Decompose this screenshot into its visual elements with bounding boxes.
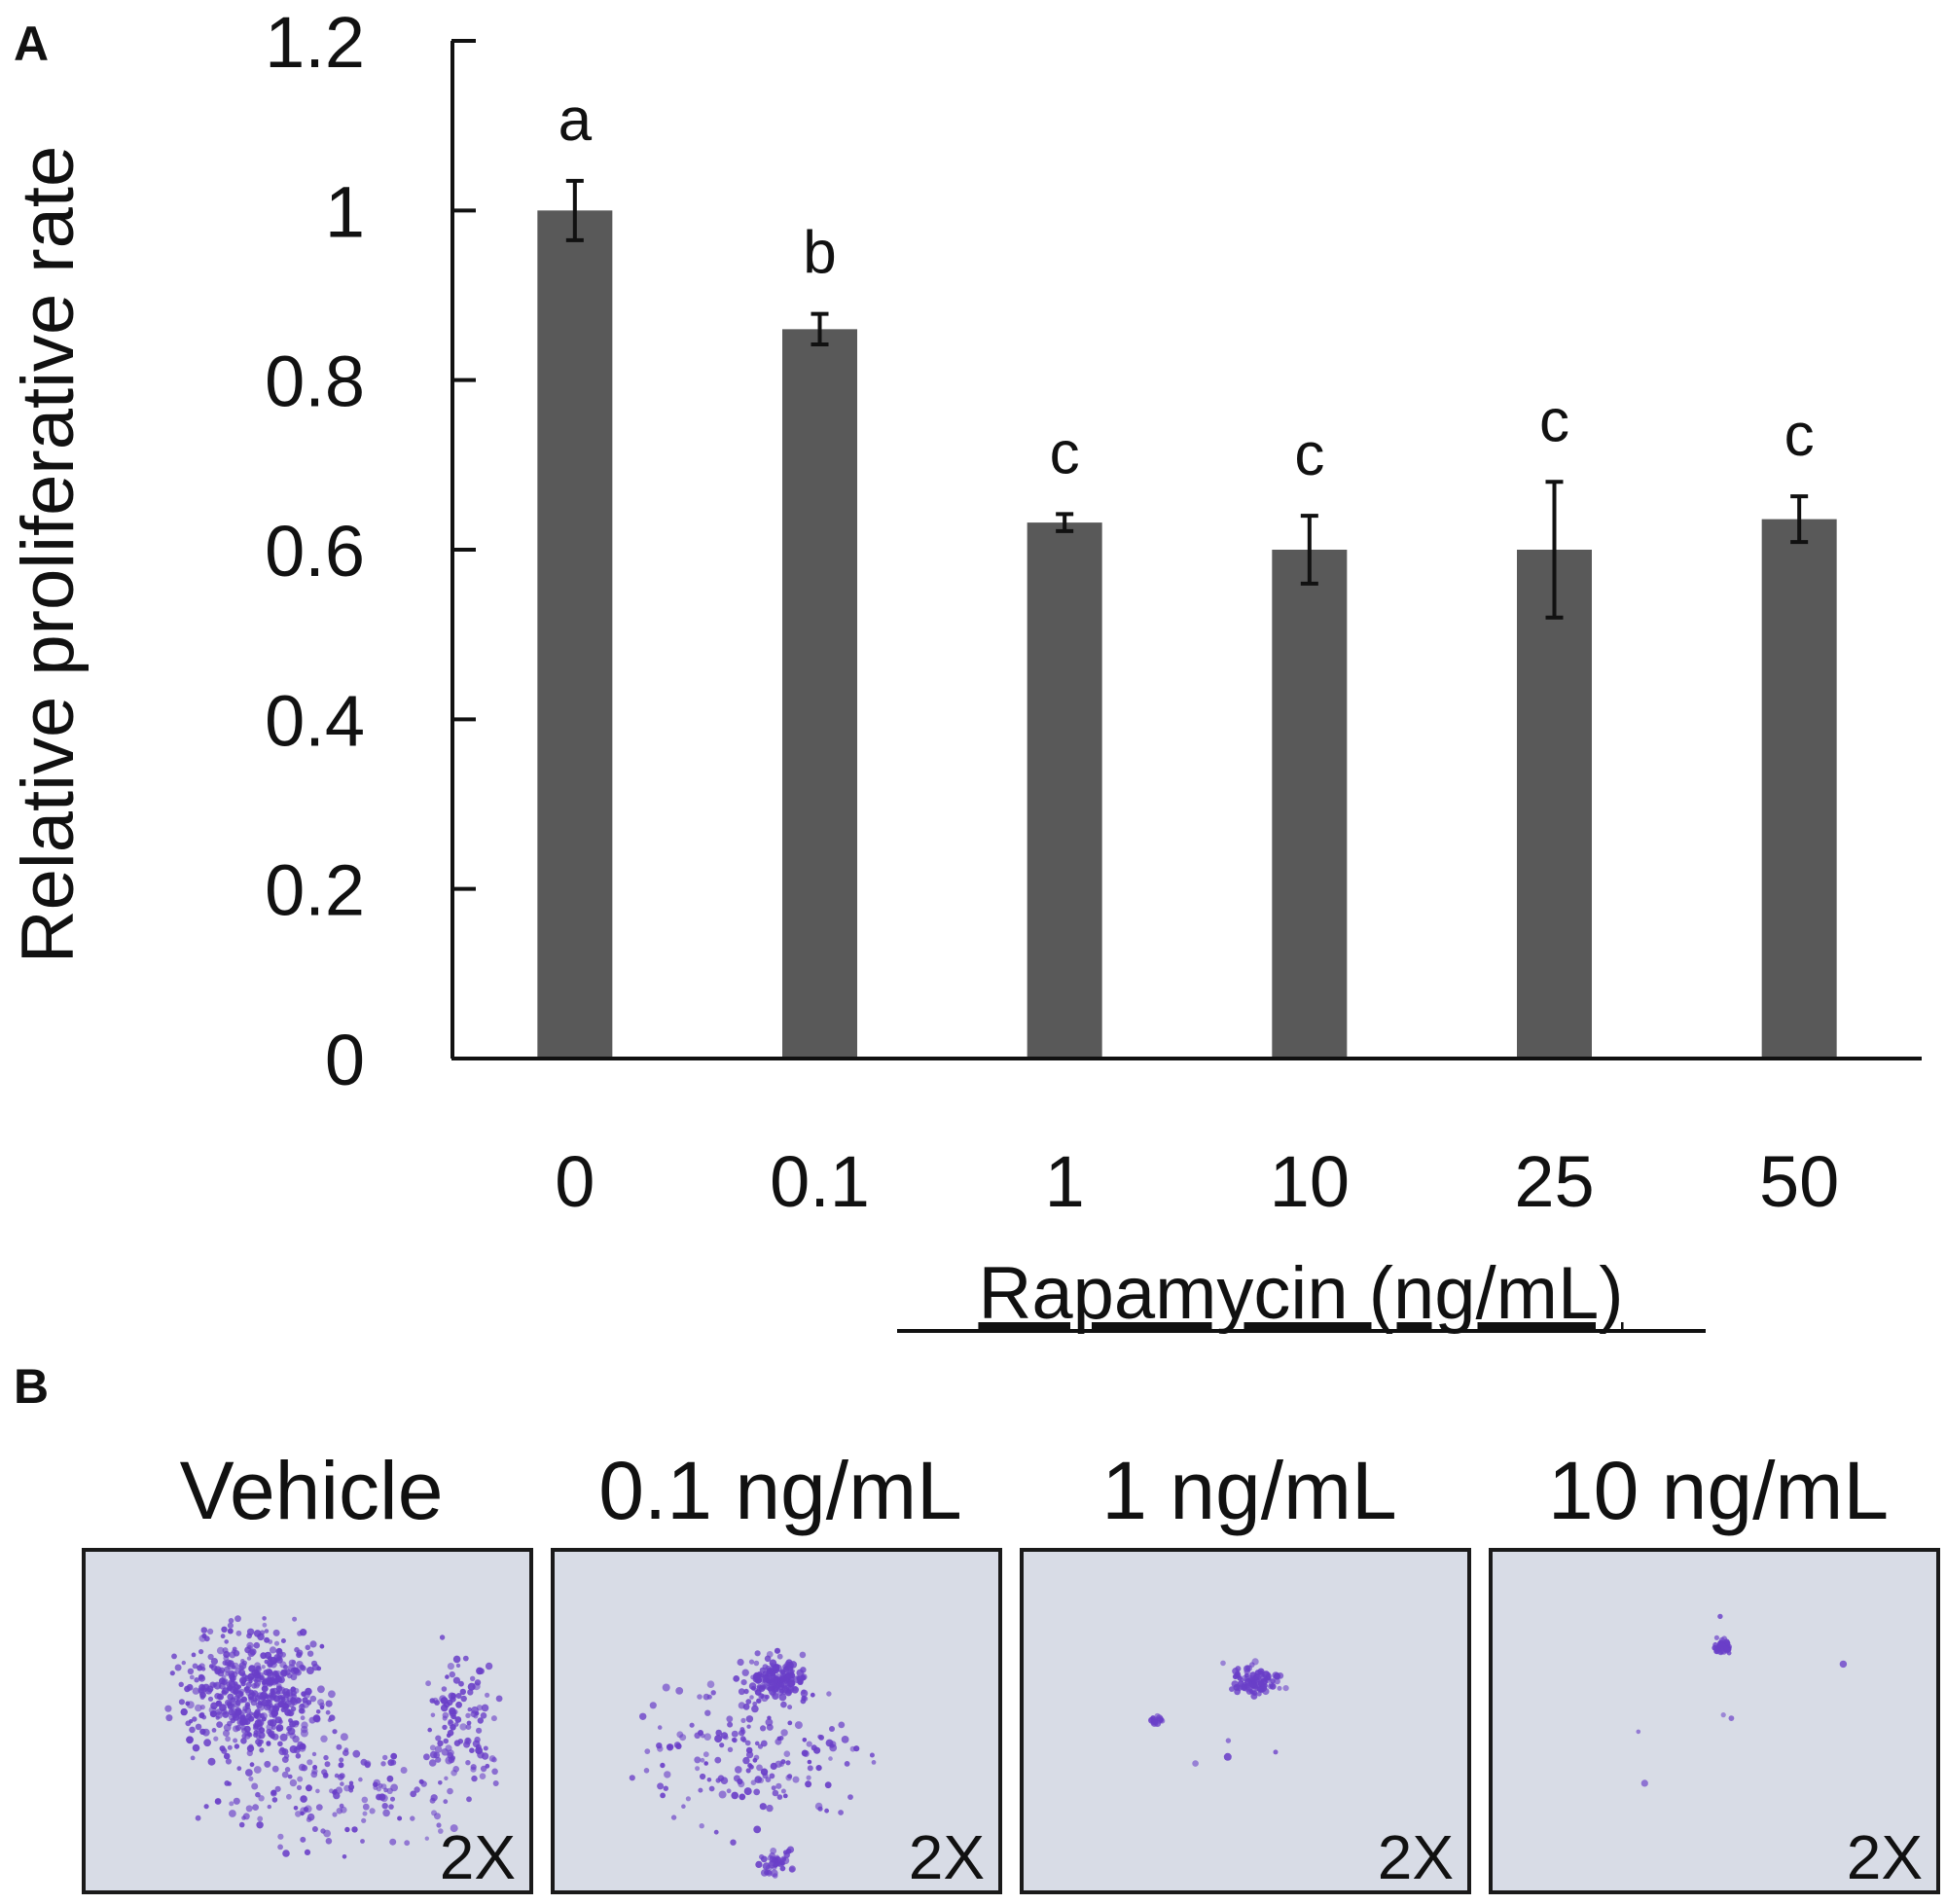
micrograph-title: 0.1 ng/mL	[598, 1445, 962, 1536]
bar	[537, 210, 613, 1060]
x-tick-label: 1	[1045, 1141, 1085, 1222]
bar	[1027, 522, 1102, 1059]
micrograph-image: 2X	[1020, 1548, 1471, 1894]
y-tick-label: 0.2	[265, 850, 365, 931]
micrograph-cells	[1493, 1552, 1936, 1890]
panel-label-a: A	[14, 17, 50, 71]
significance-letter: c	[1539, 387, 1569, 454]
magnification-label: 2X	[1846, 1822, 1923, 1892]
x-tick-label: 50	[1759, 1141, 1839, 1222]
y-axis-label: Relative proliferative rate	[7, 146, 90, 964]
x-tick-label: 25	[1514, 1141, 1594, 1222]
micrograph-background	[1024, 1552, 1467, 1890]
bar	[1761, 519, 1837, 1059]
stained-cells	[629, 1647, 877, 1879]
micrograph-cells	[555, 1552, 998, 1890]
significance-letter: c	[1784, 402, 1815, 469]
y-tick-label: 0.4	[265, 680, 365, 761]
micrograph-background	[555, 1552, 998, 1890]
stained-cells	[164, 1615, 503, 1859]
x-tick-label: 0	[555, 1141, 595, 1222]
stained-cells	[1636, 1613, 1848, 1787]
magnification-label: 2X	[439, 1822, 516, 1892]
micrograph-image: 2X	[1489, 1548, 1940, 1894]
y-tick-label: 0	[325, 1020, 365, 1100]
bar	[1517, 550, 1592, 1059]
significance-letter: a	[559, 87, 593, 154]
micrograph-title: 1 ng/mL	[1101, 1445, 1397, 1536]
y-tick-label: 0.8	[265, 341, 365, 422]
bar	[782, 329, 857, 1059]
stained-cells	[1148, 1658, 1289, 1767]
significance-letter: c	[1294, 421, 1324, 488]
micrograph-title: Vehicle	[179, 1445, 444, 1536]
x-tick-label: 0.1	[770, 1141, 870, 1222]
bar-chart: 0 0.2 0.4 0.6 0.8 1 1.2 a 0 b 0.1 c 1 c 10 c 25 c 50 Relat…	[7, 2, 1922, 1335]
y-tick-label: 0.6	[265, 511, 365, 592]
significance-letter: b	[803, 220, 836, 287]
bar	[1272, 550, 1348, 1059]
magnification-label: 2X	[1377, 1822, 1454, 1892]
y-tick-label: 1.2	[265, 2, 365, 83]
micrograph-image: 2X	[82, 1548, 533, 1894]
y-tick-label: 1	[325, 171, 365, 252]
panel-label-b: B	[14, 1359, 50, 1414]
micrograph-image: 2X	[551, 1548, 1002, 1894]
x-axis-label: Rapamycin (ng/mL)	[978, 1252, 1623, 1335]
magnification-label: 2X	[908, 1822, 985, 1892]
micrograph-cells	[1024, 1552, 1467, 1890]
micrograph-title: 10 ng/mL	[1547, 1445, 1890, 1536]
x-tick-label: 10	[1270, 1141, 1350, 1222]
micrograph-background	[1493, 1552, 1936, 1890]
micrograph-cells	[86, 1552, 529, 1890]
significance-letter: c	[1050, 419, 1080, 486]
